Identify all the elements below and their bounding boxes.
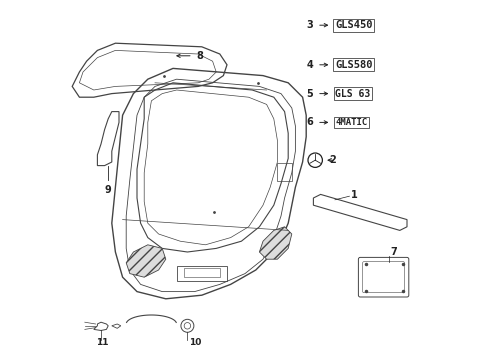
Text: 4MATIC: 4MATIC — [335, 118, 367, 127]
Text: 8: 8 — [196, 51, 203, 61]
Polygon shape — [259, 227, 292, 259]
Text: 2: 2 — [330, 155, 336, 165]
Text: 11: 11 — [96, 338, 108, 347]
Text: GLS450: GLS450 — [335, 20, 372, 30]
Text: GLS580: GLS580 — [335, 60, 372, 70]
Text: 5: 5 — [307, 89, 314, 99]
Text: 3: 3 — [307, 20, 314, 30]
Text: 6: 6 — [307, 117, 314, 127]
Text: 7: 7 — [391, 247, 397, 257]
Text: 1: 1 — [351, 190, 358, 200]
Text: GLS 63: GLS 63 — [335, 89, 370, 99]
Text: 10: 10 — [189, 338, 201, 347]
Text: 9: 9 — [105, 185, 112, 195]
Text: 4: 4 — [307, 60, 314, 70]
Polygon shape — [126, 245, 166, 277]
